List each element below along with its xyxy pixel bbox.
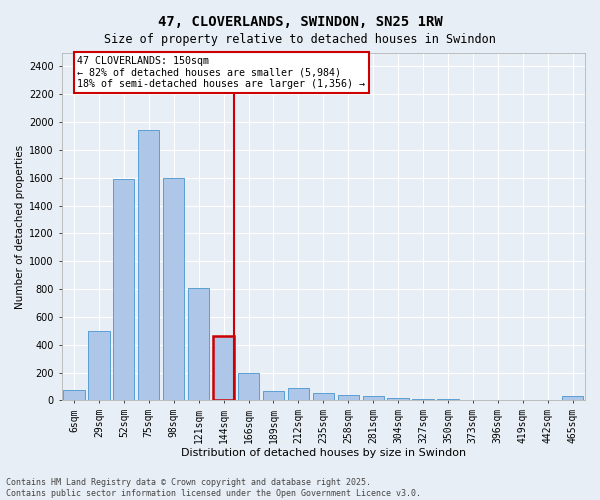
Bar <box>188 288 209 401</box>
X-axis label: Distribution of detached houses by size in Swindon: Distribution of detached houses by size … <box>181 448 466 458</box>
Text: 47 CLOVERLANDS: 150sqm
← 82% of detached houses are smaller (5,984)
18% of semi-: 47 CLOVERLANDS: 150sqm ← 82% of detached… <box>77 56 365 89</box>
Bar <box>64 390 85 400</box>
Bar <box>238 374 259 400</box>
Bar <box>412 399 434 400</box>
Bar <box>338 395 359 400</box>
Bar <box>313 393 334 400</box>
Y-axis label: Number of detached properties: Number of detached properties <box>15 144 25 308</box>
Bar <box>263 392 284 400</box>
Bar <box>288 388 309 400</box>
Bar <box>213 336 234 400</box>
Text: 47, CLOVERLANDS, SWINDON, SN25 1RW: 47, CLOVERLANDS, SWINDON, SN25 1RW <box>158 15 442 29</box>
Bar <box>362 396 384 400</box>
Bar <box>138 130 160 400</box>
Bar <box>562 396 583 400</box>
Bar <box>113 179 134 400</box>
Text: Contains HM Land Registry data © Crown copyright and database right 2025.
Contai: Contains HM Land Registry data © Crown c… <box>6 478 421 498</box>
Bar <box>88 331 110 400</box>
Bar <box>163 178 184 400</box>
Bar <box>388 398 409 400</box>
Text: Size of property relative to detached houses in Swindon: Size of property relative to detached ho… <box>104 32 496 46</box>
